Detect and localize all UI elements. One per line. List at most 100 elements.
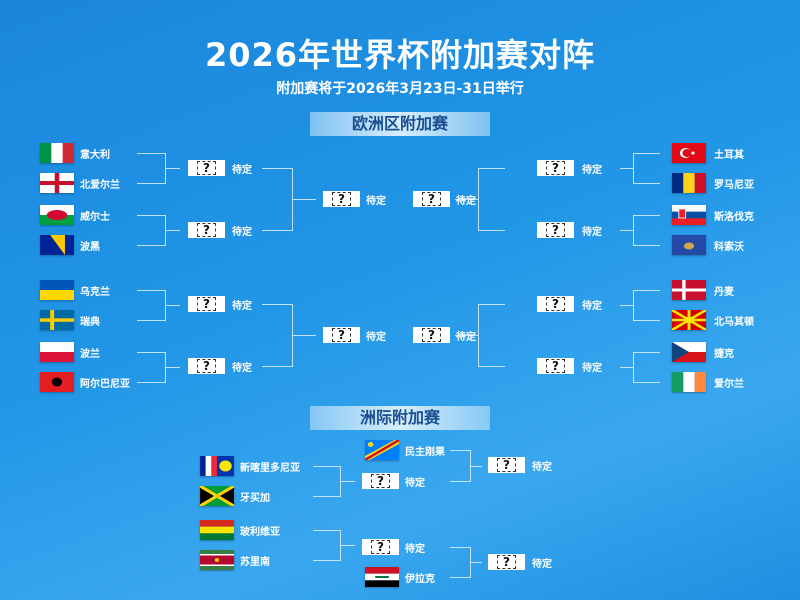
team-name: 乌克兰 (80, 287, 110, 298)
bracket-line (137, 290, 165, 291)
flag-romania-icon (672, 173, 706, 193)
team-name: 意大利 (80, 150, 110, 161)
tbd-label: 待定 (366, 196, 386, 207)
flag-jamaica-icon (200, 486, 234, 506)
question-icon: ? (422, 328, 441, 342)
bracket-line (633, 215, 634, 246)
team-name: 爱尔兰 (714, 379, 744, 390)
tbd-label: 待定 (582, 165, 602, 176)
flag-ireland-icon (672, 372, 706, 392)
flag-poland-icon (40, 342, 74, 362)
bracket-line (292, 199, 316, 200)
tbd-slot: ? (413, 191, 450, 207)
bracket-line (313, 530, 340, 531)
bracket-line (137, 320, 165, 321)
question-icon: ? (197, 223, 216, 237)
tbd-label: 待定 (456, 196, 476, 207)
question-icon: ? (332, 192, 351, 206)
tbd-label: 待定 (405, 544, 425, 555)
team-name: 捷克 (714, 349, 734, 360)
flag-turkey-icon (672, 143, 706, 163)
bracket-line (313, 466, 340, 467)
bracket-line (478, 168, 479, 231)
team-name: 罗马尼亚 (714, 180, 754, 191)
tbd-slot: ? (537, 296, 574, 312)
bracket-line (262, 366, 292, 367)
flag-bosnia-icon (40, 235, 74, 255)
bracket-line (137, 215, 165, 216)
tbd-slot: ? (323, 191, 360, 207)
flag-wales-icon (40, 205, 74, 225)
europe-section-title: 欧洲区附加赛 (310, 112, 490, 136)
bracket-line (620, 367, 633, 368)
flag-albania-icon (40, 372, 74, 392)
bracket-line (262, 168, 292, 169)
tbd-label: 待定 (232, 363, 252, 374)
bracket-line (262, 304, 292, 305)
tbd-slot: ? (537, 160, 574, 176)
bracket-line (455, 199, 478, 200)
team-name: 丹麦 (714, 287, 734, 298)
bracket-line (633, 153, 660, 154)
tbd-label: 待定 (582, 301, 602, 312)
bracket-line (633, 290, 634, 321)
bracket-line (165, 367, 180, 368)
bracket-line (450, 547, 470, 548)
bracket-line (478, 304, 479, 367)
flag-czechia-icon (672, 342, 706, 362)
tbd-label: 待定 (405, 478, 425, 489)
flag-suriname-icon (200, 550, 234, 570)
tbd-slot: ? (362, 539, 399, 555)
question-icon: ? (546, 359, 565, 373)
question-icon: ? (197, 161, 216, 175)
bracket-line (633, 290, 660, 291)
question-icon: ? (546, 223, 565, 237)
team-name: 瑞典 (80, 317, 100, 328)
bracket-line (137, 245, 165, 246)
team-name: 新喀里多尼亚 (240, 463, 300, 474)
team-name: 斯洛伐克 (714, 212, 754, 223)
tbd-slot: ? (188, 222, 225, 238)
tbd-slot: ? (413, 327, 450, 343)
intercontinental-section-title: 洲际附加赛 (310, 406, 490, 430)
team-name: 波黑 (80, 242, 100, 253)
flag-dr-congo-icon (365, 440, 399, 460)
flag-kosovo-icon (672, 235, 706, 255)
bracket-line (620, 168, 633, 169)
bracket-line (313, 560, 340, 561)
tbd-slot: ? (188, 296, 225, 312)
tbd-label: 待定 (232, 227, 252, 238)
team-name: 伊拉克 (405, 574, 435, 585)
tbd-slot: ? (537, 358, 574, 374)
bracket-line (633, 352, 660, 353)
team-name: 威尔士 (80, 212, 110, 223)
bracket-line (620, 230, 633, 231)
bracket-line (262, 230, 292, 231)
bracket-line (478, 168, 505, 169)
bracket-line (633, 215, 660, 216)
bracket-line (470, 562, 482, 563)
tbd-slot: ? (323, 327, 360, 343)
tbd-slot: ? (188, 160, 225, 176)
flag-italy-icon (40, 143, 74, 163)
bracket-line (478, 366, 505, 367)
question-icon: ? (197, 297, 216, 311)
bracket-line (633, 183, 660, 184)
page-title: 2026年世界杯附加赛对阵 (204, 36, 596, 74)
team-name: 玻利维亚 (240, 527, 280, 538)
question-icon: ? (422, 192, 441, 206)
page-subtitle: 附加赛将于2026年3月23日-31日举行 (276, 81, 524, 97)
tbd-label: 待定 (232, 165, 252, 176)
bracket-line (633, 153, 634, 184)
flag-sweden-icon (40, 310, 74, 330)
bracket-line (478, 304, 505, 305)
question-icon: ? (546, 161, 565, 175)
team-name: 阿尔巴尼亚 (80, 379, 130, 390)
team-name: 苏里南 (240, 557, 270, 568)
bracket-line (478, 230, 505, 231)
flag-denmark-icon (672, 280, 706, 300)
bracket-line (633, 352, 634, 383)
bracket-line (165, 168, 180, 169)
flag-ukraine-icon (40, 280, 74, 300)
team-name: 科索沃 (714, 242, 744, 253)
